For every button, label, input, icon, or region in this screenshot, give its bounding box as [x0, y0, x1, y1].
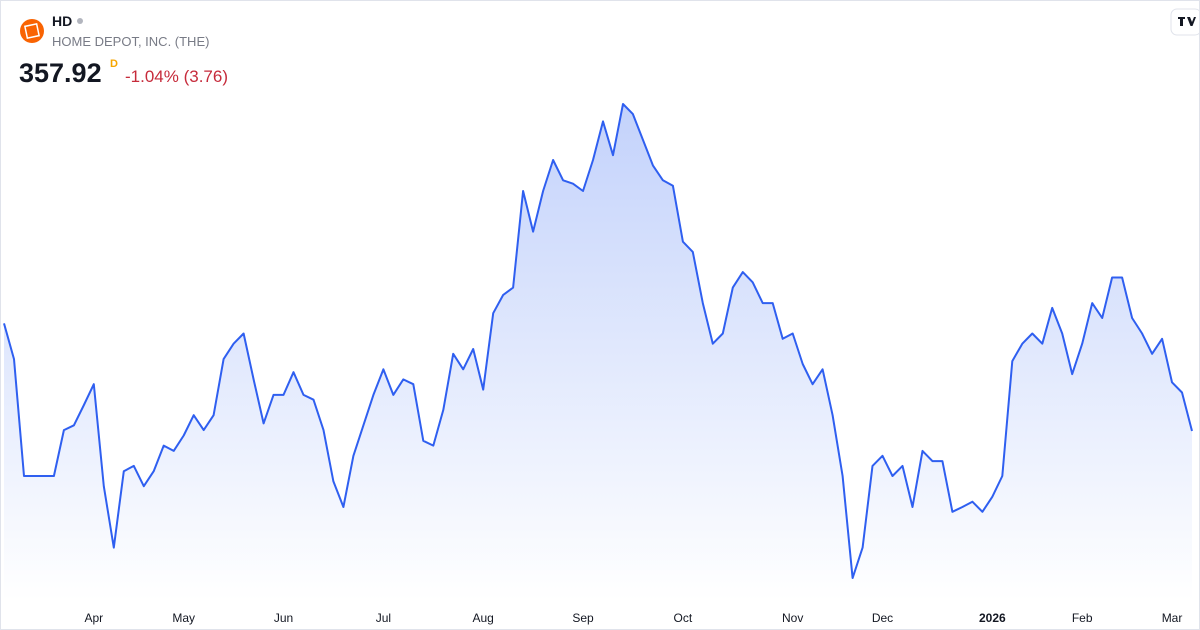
status-dot	[77, 18, 83, 24]
interval: D	[110, 58, 118, 70]
price-line	[3, 103, 1193, 579]
x-tick-label: Nov	[782, 611, 803, 625]
symbol: HD	[52, 13, 72, 29]
x-tick-label: May	[172, 611, 195, 625]
x-tick-label: Oct	[674, 611, 693, 625]
price-change: -1.04% (3.76)	[125, 67, 228, 86]
x-tick-label: Mar	[1162, 611, 1183, 625]
company: HOME DEPOT, INC. (THE)	[52, 34, 209, 49]
x-tick-label: Feb	[1072, 611, 1093, 625]
x-tick-label: Apr	[85, 611, 104, 625]
logo	[20, 19, 44, 43]
x-tick-label: Jun	[274, 611, 293, 625]
x-tick-label: Dec	[872, 611, 893, 625]
x-tick-label: Aug	[473, 611, 494, 625]
tv-logo[interactable]	[1170, 8, 1199, 36]
x-tick-label: Sep	[572, 611, 594, 625]
x-tick-label: Jul	[376, 611, 391, 625]
area-fill	[4, 104, 1192, 601]
price: 357.92	[19, 58, 102, 88]
x-tick-label: 2026	[979, 611, 1006, 625]
logo-mark	[23, 22, 41, 40]
tv-logo-mark	[1178, 17, 1196, 26]
